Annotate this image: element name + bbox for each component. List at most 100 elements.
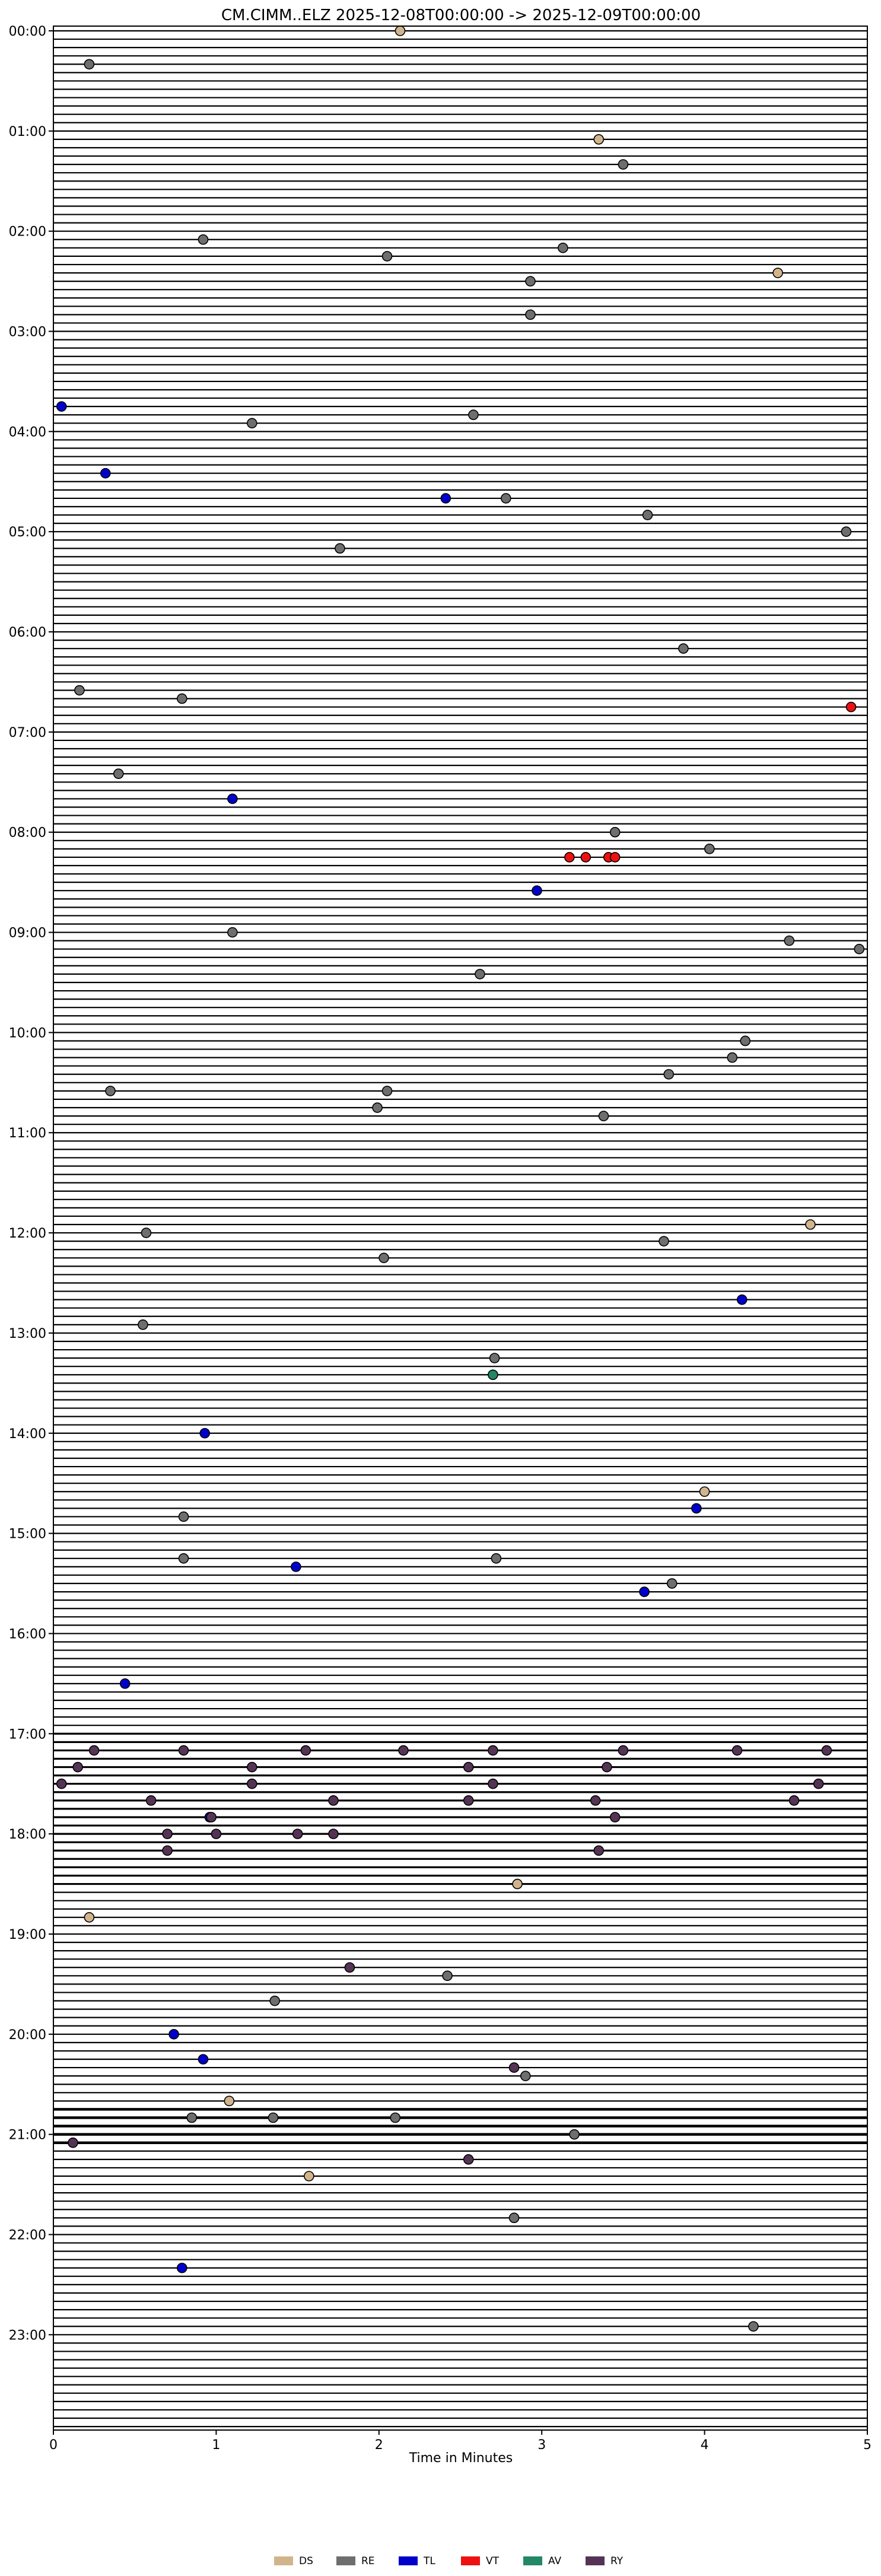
y-tick-label: 17:00 bbox=[9, 1727, 46, 1742]
y-tick-label: 02:00 bbox=[9, 225, 46, 240]
x-tick-label: 5 bbox=[863, 2438, 872, 2453]
event-marker bbox=[145, 1795, 157, 1806]
x-tick-label: 0 bbox=[49, 2438, 58, 2453]
event-marker bbox=[618, 159, 629, 170]
event-marker bbox=[68, 2137, 78, 2148]
event-marker bbox=[168, 2029, 179, 2040]
legend-label: DS bbox=[299, 2555, 313, 2567]
event-marker bbox=[463, 2154, 474, 2165]
y-tick-label: 16:00 bbox=[9, 1627, 46, 1642]
event-markers bbox=[56, 26, 865, 2332]
plot-frame bbox=[53, 26, 868, 2431]
legend-swatch bbox=[461, 2556, 480, 2565]
event-marker bbox=[805, 1219, 816, 1230]
event-marker bbox=[344, 1962, 355, 1973]
event-marker bbox=[475, 969, 485, 979]
event-marker bbox=[292, 1828, 303, 1839]
event-marker bbox=[845, 701, 857, 713]
legend-label: TL bbox=[423, 2555, 435, 2567]
x-tick-label: 3 bbox=[537, 2438, 546, 2453]
event-marker bbox=[84, 1912, 95, 1923]
event-marker bbox=[440, 493, 451, 504]
event-marker bbox=[609, 826, 621, 838]
y-tick-label: 18:00 bbox=[9, 1827, 46, 1842]
event-marker bbox=[379, 1252, 389, 1264]
event-marker bbox=[304, 2171, 314, 2181]
event-marker bbox=[772, 268, 783, 278]
event-marker bbox=[520, 2071, 531, 2081]
event-marker bbox=[227, 927, 238, 938]
x-axis-label: Time in Minutes bbox=[409, 2451, 513, 2466]
y-tick-label: 08:00 bbox=[9, 826, 46, 841]
event-marker bbox=[328, 1795, 339, 1806]
legend-swatch bbox=[336, 2556, 355, 2565]
y-tick-label: 19:00 bbox=[9, 1928, 46, 1942]
event-marker bbox=[463, 1795, 474, 1806]
event-marker bbox=[246, 418, 257, 429]
legend-swatch bbox=[586, 2556, 605, 2565]
x-tick-label: 4 bbox=[701, 2438, 709, 2453]
y-tick-label: 05:00 bbox=[9, 525, 46, 540]
event-marker bbox=[748, 2321, 759, 2332]
event-marker bbox=[489, 1353, 500, 1363]
event-marker bbox=[813, 1778, 824, 1789]
y-axis: 00:00 01:00 02:00 03:00 04:00 05:00 06:00 07:00… bbox=[9, 24, 53, 2343]
event-marker bbox=[463, 1761, 474, 1773]
event-marker bbox=[176, 2262, 187, 2273]
event-marker bbox=[162, 1845, 173, 1856]
y-tick-label: 09:00 bbox=[9, 926, 46, 941]
event-marker bbox=[788, 1795, 800, 1806]
event-marker bbox=[558, 243, 568, 253]
legend-label: RE bbox=[361, 2555, 375, 2567]
event-marker bbox=[198, 2054, 209, 2065]
event-marker bbox=[508, 2212, 520, 2224]
event-marker bbox=[269, 1995, 280, 2006]
event-marker bbox=[704, 844, 715, 854]
y-tick-label: 04:00 bbox=[9, 425, 46, 440]
seismic-traces bbox=[53, 30, 867, 2428]
event-marker bbox=[841, 526, 852, 538]
event-marker bbox=[731, 1745, 743, 1756]
y-tick-label: 13:00 bbox=[9, 1327, 46, 1341]
event-marker bbox=[501, 493, 511, 504]
event-marker bbox=[113, 768, 124, 780]
event-marker bbox=[659, 1236, 669, 1246]
event-marker bbox=[398, 1745, 409, 1756]
event-marker bbox=[609, 1812, 621, 1823]
event-marker bbox=[602, 1761, 612, 1773]
event-marker bbox=[198, 234, 209, 245]
legend-swatch bbox=[399, 2556, 418, 2565]
event-marker bbox=[593, 1845, 605, 1856]
x-axis: 0 1 2 3 4 5 bbox=[49, 2430, 872, 2453]
event-marker bbox=[176, 693, 187, 704]
event-marker bbox=[206, 1812, 217, 1823]
y-tick-label: 12:00 bbox=[9, 1226, 46, 1241]
event-marker bbox=[88, 1745, 100, 1756]
event-marker bbox=[84, 59, 95, 70]
y-tick-label: 11:00 bbox=[9, 1126, 46, 1141]
x-tick-label: 2 bbox=[375, 2438, 383, 2453]
y-tick-label: 20:00 bbox=[9, 2028, 46, 2043]
event-marker bbox=[784, 935, 795, 946]
event-marker bbox=[488, 1369, 498, 1381]
event-marker bbox=[246, 1778, 257, 1789]
event-marker bbox=[246, 1761, 257, 1773]
y-tick-label: 07:00 bbox=[9, 726, 46, 740]
event-marker bbox=[390, 2112, 401, 2123]
event-marker bbox=[590, 1795, 601, 1806]
legend-label: RY bbox=[610, 2555, 624, 2567]
event-marker bbox=[663, 1068, 675, 1080]
event-marker bbox=[525, 309, 536, 320]
event-marker bbox=[56, 401, 67, 412]
event-marker bbox=[178, 1745, 189, 1756]
event-marker bbox=[74, 685, 85, 696]
y-tick-label: 03:00 bbox=[9, 325, 46, 340]
event-marker bbox=[442, 1970, 453, 1982]
event-marker bbox=[618, 1745, 629, 1756]
event-marker bbox=[211, 1828, 222, 1839]
event-marker bbox=[328, 1828, 339, 1839]
event-marker bbox=[691, 1503, 702, 1514]
y-tick-label: 22:00 bbox=[9, 2228, 46, 2243]
legend-label: VT bbox=[486, 2555, 500, 2567]
